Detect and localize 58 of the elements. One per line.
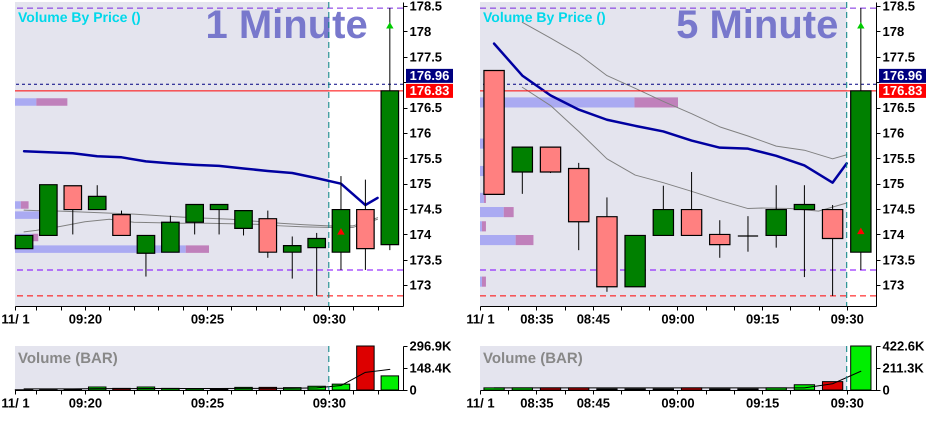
ref-line-label: 176.96	[882, 68, 922, 83]
y-tick-label: 0	[410, 382, 417, 398]
x-tick-label: 08:45	[576, 312, 610, 326]
y-tick-label: 177.5	[410, 49, 442, 64]
y-tick-label: 177.5	[882, 49, 916, 64]
annotation: Volume By Price ()	[483, 9, 606, 25]
x-tick-label: 09:30	[830, 396, 864, 410]
y-tick-label: 0	[882, 382, 890, 398]
y-tick-label: 175	[410, 176, 432, 192]
ref-line-label: 176.96	[410, 68, 450, 83]
y-tick-label: 175.5	[410, 150, 442, 166]
chart-title: 1 Minute	[205, 3, 368, 47]
x-tick-label: 09:30	[312, 396, 346, 410]
chart-title: Volume (BAR)	[18, 350, 118, 367]
y-tick-label: 174.5	[410, 202, 442, 217]
y-tick-label: 148.4K	[410, 360, 452, 376]
chart-title: 5 Minute	[676, 3, 838, 47]
y-tick-label: 173	[410, 278, 432, 293]
y-tick-label: 175.5	[882, 150, 916, 166]
y-tick-label: 176	[410, 125, 432, 140]
x-tick-label: 09:25	[190, 312, 224, 326]
x-tick-label: 08:45	[576, 396, 610, 410]
y-tick-label: 174.5	[882, 202, 916, 217]
x-tick-label: 11/ 1	[466, 396, 495, 410]
x-tick-label: 08:35	[520, 396, 554, 410]
x-tick-label: 09:30	[830, 312, 864, 326]
y-tick-label: 175	[882, 176, 904, 192]
y-tick-label: 176.5	[410, 100, 442, 116]
x-tick-label: 09:20	[68, 312, 102, 326]
y-tick-label: 176	[882, 125, 904, 140]
y-tick-label: 296.9K	[410, 338, 452, 354]
x-tick-label: 11/ 1	[1, 396, 30, 410]
x-tick-label: 09:20	[68, 396, 102, 410]
x-tick-label: 09:30	[312, 312, 346, 326]
y-tick-label: 178.5	[882, 0, 916, 14]
y-tick-label: 174	[410, 226, 432, 242]
x-tick-label: 09:00	[661, 396, 695, 410]
y-tick-label: 211.3K	[882, 360, 924, 376]
x-tick-label: 11/ 1	[1, 312, 30, 326]
y-tick-label: 173.5	[410, 252, 442, 268]
x-tick-label: 09:00	[661, 312, 695, 326]
ref-line-label: 176.83	[882, 82, 922, 98]
x-tick-label: 08:35	[520, 312, 554, 326]
ref-line-label: 176.83	[410, 82, 450, 98]
y-tick-label: 178.5	[410, 0, 442, 14]
y-tick-label: 422.6K	[882, 338, 926, 354]
y-tick-label: 178	[410, 24, 432, 39]
y-tick-label: 176.5	[882, 100, 916, 116]
x-tick-label: 11/ 1	[466, 312, 495, 326]
y-tick-label: 173	[882, 278, 904, 293]
y-tick-label: 174	[882, 226, 905, 242]
x-tick-label: 09:25	[190, 396, 224, 410]
annotation: Volume By Price ()	[18, 9, 141, 25]
x-tick-label: 09:15	[746, 396, 780, 410]
y-tick-label: 173.5	[882, 252, 916, 268]
chart-title: Volume (BAR)	[483, 350, 583, 367]
x-tick-label: 09:15	[746, 312, 780, 326]
y-tick-label: 178	[882, 24, 904, 39]
